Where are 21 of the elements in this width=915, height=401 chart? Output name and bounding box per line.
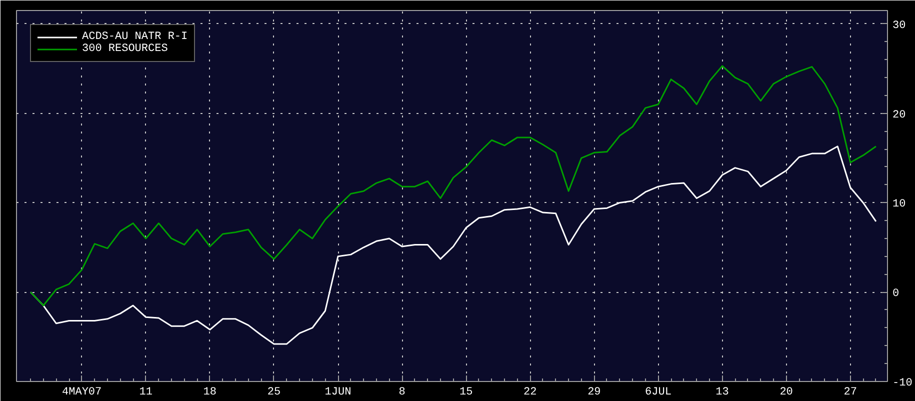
y-tick-label: 30	[892, 20, 906, 32]
x-tick-label: 18	[203, 386, 217, 398]
x-tick-label: 8	[398, 386, 406, 398]
x-tick-label: 4MAY07	[62, 386, 102, 398]
x-tick-label: 15	[459, 386, 473, 398]
x-tick-label: 29	[588, 386, 601, 398]
x-tick-label: 22	[524, 386, 537, 398]
x-tick-label: 25	[267, 386, 281, 398]
y-tick-label: 10	[892, 198, 906, 211]
y-tick-label: -10	[892, 378, 912, 390]
y-tick-label: 20	[892, 109, 906, 122]
x-tick-label: 6JUL	[645, 386, 672, 398]
x-tick-label: 11	[139, 386, 153, 398]
y-tick-label: 0	[892, 288, 900, 300]
legend-label: ACDS-AU NATR R-I	[82, 31, 188, 43]
x-tick-label: 1JUN	[324, 386, 352, 398]
legend-label: 300 RESOURCES	[82, 43, 168, 55]
x-tick-label: 20	[780, 386, 793, 398]
line-series	[30, 65, 877, 306]
x-tick-label: 13	[716, 386, 729, 398]
x-tick-label: 27	[844, 386, 857, 398]
